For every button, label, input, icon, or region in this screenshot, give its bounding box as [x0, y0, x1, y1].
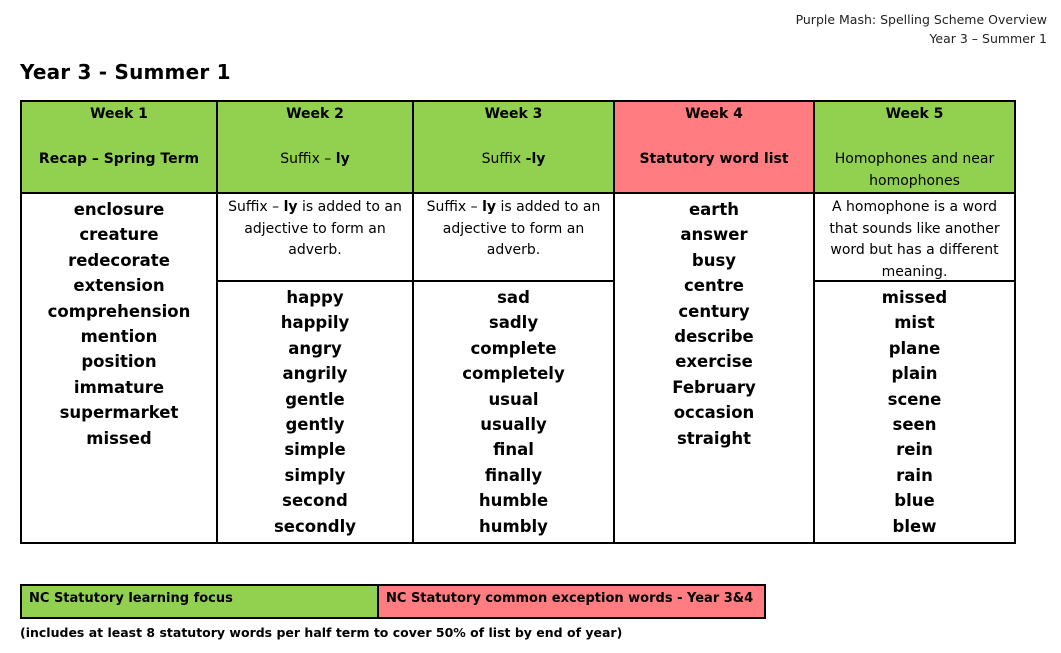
word-item: completely — [462, 364, 565, 384]
week-2-description: Suffix – ly is added to an adjective to … — [218, 194, 412, 280]
word-item: enclosure — [73, 200, 165, 219]
week-3-topic-suffix: -ly — [525, 151, 546, 167]
week-4-word-list: earth answer busy centre century describe exer… — [615, 194, 813, 542]
word-item: happy — [286, 288, 344, 307]
week-5-cell: A homophone is a word that sounds like a… — [813, 192, 1016, 544]
week-2-cell: Suffix – ly is added to an adjective to … — [216, 192, 414, 544]
document-subtitle: Year 3 – Summer 1 — [929, 31, 1047, 46]
week-3-desc-bold: ly — [482, 199, 497, 215]
legend-statutory-focus: NC Statutory learning focus — [22, 586, 379, 617]
week-5-header: Week 5 Homophones and near homophones — [813, 100, 1016, 194]
legend-exception-words: NC Statutory common exception words - Ye… — [379, 586, 764, 617]
table-body-row: enclosure creature redecorate extension comp… — [20, 192, 1016, 544]
word-item: angrily — [282, 364, 348, 384]
word-item: scene — [887, 389, 942, 409]
table-header-row: Week 1 Recap – Spring Term Week 2 Suffix… — [20, 100, 1016, 194]
week-5-word-list: missed mist plane plain scene seen rein rain blu… — [815, 280, 1014, 542]
week-2-topic-suffix: ly — [335, 151, 350, 167]
word-item: sadly — [488, 313, 539, 333]
word-item: blew — [892, 516, 937, 536]
week-3-description: Suffix – ly is added to an adjective to … — [414, 194, 613, 280]
week-5-topic: Homophones and near homophones — [834, 151, 995, 189]
week-3-topic-prefix: Suffix — [481, 151, 526, 167]
word-item: supermarket — [59, 403, 179, 423]
word-item: describe — [674, 327, 754, 347]
word-item: simply — [284, 465, 346, 485]
week-5-label: Week 5 — [885, 106, 944, 122]
word-item: finally — [484, 465, 543, 485]
week-2-label: Week 2 — [286, 106, 344, 122]
word-item: immature — [73, 377, 165, 397]
word-item: happily — [280, 313, 350, 333]
word-item: rain — [896, 465, 933, 485]
word-item: humbly — [479, 516, 548, 536]
week-4-cell: earth answer busy centre century describe exer… — [613, 192, 815, 544]
word-item: sad — [497, 288, 530, 307]
word-item: February — [672, 377, 756, 397]
week-1-cell: enclosure creature redecorate extension comp… — [20, 192, 218, 544]
week-3-header: Week 3 Suffix -ly — [412, 100, 615, 194]
word-item: busy — [691, 250, 737, 270]
week-2-desc-prefix: Suffix – — [228, 199, 284, 215]
word-item: simple — [284, 440, 346, 460]
week-2-word-list: happy happily angry angrily gentle gently simp… — [218, 280, 412, 542]
week-3-cell: Suffix – ly is added to an adjective to … — [412, 192, 615, 544]
word-item: humble — [478, 491, 549, 511]
week-4-header: Week 4 Statutory word list — [613, 100, 815, 194]
page-title: Year 3 - Summer 1 — [20, 60, 231, 84]
word-item: usual — [488, 389, 539, 409]
week-3-desc-prefix: Suffix – — [426, 199, 483, 215]
word-item: straight — [676, 428, 752, 448]
word-item: complete — [470, 338, 557, 358]
word-item: creature — [79, 225, 159, 245]
word-item: occasion — [673, 403, 755, 423]
word-item: answer — [680, 225, 748, 245]
word-item: mist — [894, 313, 935, 333]
word-item: extension — [73, 276, 165, 296]
document-header: Purple Mash: Spelling Scheme Overview Ye… — [796, 10, 1047, 48]
word-item: angry — [288, 338, 342, 358]
word-item: exercise — [675, 352, 753, 372]
week-1-label: Week 1 — [90, 106, 148, 122]
week-5-description: A homophone is a word that sounds like a… — [829, 199, 1000, 280]
week-3-label: Week 3 — [484, 106, 543, 122]
word-item: secondly — [273, 516, 357, 536]
week-2-desc-suffix: is added to an adjective to form an adve… — [244, 199, 402, 258]
footnote: (includes at least 8 statutory words per… — [20, 625, 623, 640]
week-2-header: Week 2 Suffix – ly — [216, 100, 414, 194]
word-item: missed — [881, 288, 948, 307]
week-3-desc-suffix: is added to an adjective to form an adve… — [442, 199, 601, 258]
word-item: usually — [480, 415, 547, 435]
week-2-desc-bold: ly — [283, 199, 298, 215]
week-2-topic: Suffix – ly — [218, 148, 412, 170]
word-item: position — [81, 352, 157, 372]
word-item: comprehension — [47, 301, 191, 321]
week-4-topic: Statutory word list — [639, 151, 789, 167]
week-4-label: Week 4 — [685, 106, 743, 122]
week-1-word-list: enclosure creature redecorate extension comp… — [22, 194, 216, 542]
word-item: missed — [86, 428, 152, 448]
word-item: plane — [888, 338, 941, 358]
word-item: gentle — [285, 389, 345, 409]
legend: NC Statutory learning focus NC Statutory… — [20, 584, 766, 619]
week-1-topic: Recap – Spring Term — [38, 151, 200, 167]
word-item: centre — [684, 276, 744, 296]
week-1-header: Week 1 Recap – Spring Term — [20, 100, 218, 194]
word-item: final — [493, 440, 534, 460]
word-item: rein — [896, 440, 933, 460]
word-item: redecorate — [68, 250, 170, 270]
spelling-scheme-table: Week 1 Recap – Spring Term Week 2 Suffix… — [20, 100, 1016, 544]
week-2-topic-prefix: Suffix – — [280, 151, 336, 167]
week-3-word-list: sad sadly complete completely usual usually fi… — [414, 280, 613, 542]
word-item: gently — [285, 415, 345, 435]
word-item: plain — [891, 364, 938, 384]
word-item: seen — [892, 415, 937, 435]
document-title: Purple Mash: Spelling Scheme Overview — [795, 12, 1047, 27]
week-3-topic: Suffix -ly — [414, 148, 613, 170]
word-item: second — [282, 491, 348, 511]
word-item: century — [678, 301, 750, 321]
word-item: earth — [688, 200, 740, 219]
word-item: mention — [80, 327, 158, 347]
word-item: blue — [894, 491, 935, 511]
